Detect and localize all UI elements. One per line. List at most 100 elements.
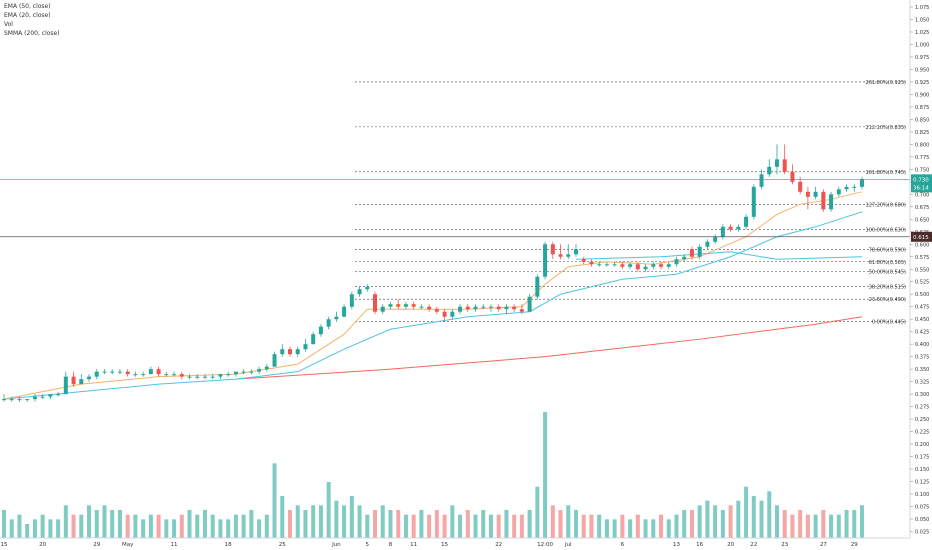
- volume-bar: [852, 510, 857, 538]
- volume-bar: [373, 510, 378, 538]
- volume-bar: [419, 510, 424, 538]
- candle-body: [365, 286, 370, 290]
- candle-body: [496, 306, 501, 310]
- candle-body: [720, 226, 725, 237]
- y-tick-label: 0.875: [915, 105, 929, 111]
- volume-bar: [682, 510, 687, 538]
- volume-bar: [226, 519, 231, 538]
- x-tick-label: Jun: [331, 542, 341, 548]
- y-tick-label: 0.500: [915, 292, 929, 298]
- y-tick-label: 0.700: [915, 192, 929, 198]
- volume-bar: [767, 491, 772, 538]
- candle-body: [125, 371, 130, 375]
- candle-body: [396, 304, 401, 307]
- y-tick-label: 0.950: [915, 67, 929, 73]
- candle-body: [643, 266, 648, 270]
- candle-body: [202, 376, 207, 378]
- volume-bar: [2, 510, 6, 538]
- volume-bar: [156, 514, 161, 538]
- legend-smma200[interactable]: SMMA (200, close): [4, 30, 60, 37]
- volume-bar: [790, 514, 795, 538]
- candle-body: [303, 344, 308, 350]
- legend-ema50[interactable]: EMA (50, close): [4, 3, 51, 10]
- volume-bar: [473, 514, 478, 538]
- y-tick-label: 1.000: [915, 42, 929, 48]
- volume-bar: [512, 514, 517, 538]
- volume-bar: [264, 514, 269, 538]
- volume-bar: [434, 510, 439, 538]
- candle-body: [380, 306, 385, 312]
- y-tick-label: 0.300: [915, 392, 929, 398]
- candle-body: [589, 261, 594, 265]
- candle-body: [280, 349, 285, 355]
- fib-level-label: 23.60%(0.490): [869, 297, 906, 303]
- x-tick-label: Jul: [564, 542, 572, 548]
- candle-body: [458, 306, 463, 312]
- volume-bar: [357, 505, 362, 538]
- candle-body: [388, 304, 393, 307]
- fib-level-label: 212.10%(0.835): [866, 125, 907, 131]
- volume-bar: [759, 500, 764, 538]
- y-tick-label: 0.125: [915, 480, 929, 486]
- volume-bar: [334, 500, 339, 538]
- x-tick-label: 15: [1, 542, 8, 548]
- candle-body: [473, 306, 478, 310]
- y-tick-label: 0.025: [915, 530, 929, 536]
- x-tick-label: 25: [279, 542, 286, 548]
- fib-level-label: 78.60%(0.590): [869, 247, 906, 253]
- x-tick-label: 20: [727, 542, 734, 548]
- candle-body: [102, 371, 107, 373]
- candle-body: [264, 366, 269, 370]
- time-axis[interactable]: 15 20 29 May 11 18 25 Jun 8 5 11 15 22 12:00 Jul 6 13 16 2…: [1, 542, 859, 548]
- candle-body: [635, 264, 640, 270]
- volume-bars: [2, 412, 864, 538]
- last-price-box: [911, 174, 932, 193]
- y-tick-label: 0.325: [915, 380, 929, 386]
- candle-body: [218, 374, 223, 377]
- y-tick-label: 0.675: [915, 205, 929, 211]
- volume-bar: [720, 510, 725, 538]
- candle-body: [373, 294, 378, 312]
- volume-bar: [56, 519, 61, 538]
- y-tick-label: 0.150: [915, 467, 929, 473]
- y-tick-label: 0.050: [915, 517, 929, 523]
- volume-bar: [349, 496, 354, 538]
- candles: [2, 144, 864, 402]
- candle-body: [558, 254, 563, 257]
- volume-bar: [589, 514, 594, 538]
- candle-body: [25, 399, 30, 401]
- volume-bar: [458, 514, 463, 538]
- y-tick-label: 0.900: [915, 92, 929, 98]
- y-tick-label: 0.750: [915, 167, 929, 173]
- candle-body: [63, 376, 68, 395]
- y-tick-label: 0.400: [915, 342, 929, 348]
- legend-ema20[interactable]: EMA (20, close): [4, 12, 51, 19]
- candle-body: [628, 264, 633, 267]
- volume-bar: [659, 514, 664, 538]
- countdown-label: 36:14: [913, 185, 929, 191]
- candle-body: [844, 186, 849, 190]
- candle-body: [651, 264, 656, 267]
- candle-body: [241, 371, 246, 373]
- price-labels: 0.730 36:14 0.615: [911, 174, 932, 242]
- candle-body: [133, 374, 138, 376]
- candle-body: [682, 256, 687, 260]
- candle-body: [357, 289, 362, 295]
- volume-bar: [643, 519, 648, 538]
- volume-bar: [550, 505, 555, 538]
- fib-level-label: 161.80%(0.745): [866, 170, 907, 176]
- y-tick-label: 0.800: [915, 142, 929, 148]
- candle-body: [117, 371, 122, 373]
- volume-bar: [380, 505, 385, 538]
- price-axis[interactable]: 0.025 0.050 0.075 0.100 0.125 0.150 0.175 0.200…: [910, 5, 929, 536]
- x-tick-label: 11: [171, 542, 178, 548]
- volume-bar: [187, 510, 192, 538]
- candle-body: [427, 306, 432, 310]
- candle-body: [713, 236, 718, 242]
- legend-vol[interactable]: Vol: [4, 21, 13, 28]
- y-tick-label: 0.775: [915, 155, 929, 161]
- volume-bar: [164, 519, 169, 538]
- candle-body: [612, 264, 617, 266]
- volume-bar: [697, 505, 702, 538]
